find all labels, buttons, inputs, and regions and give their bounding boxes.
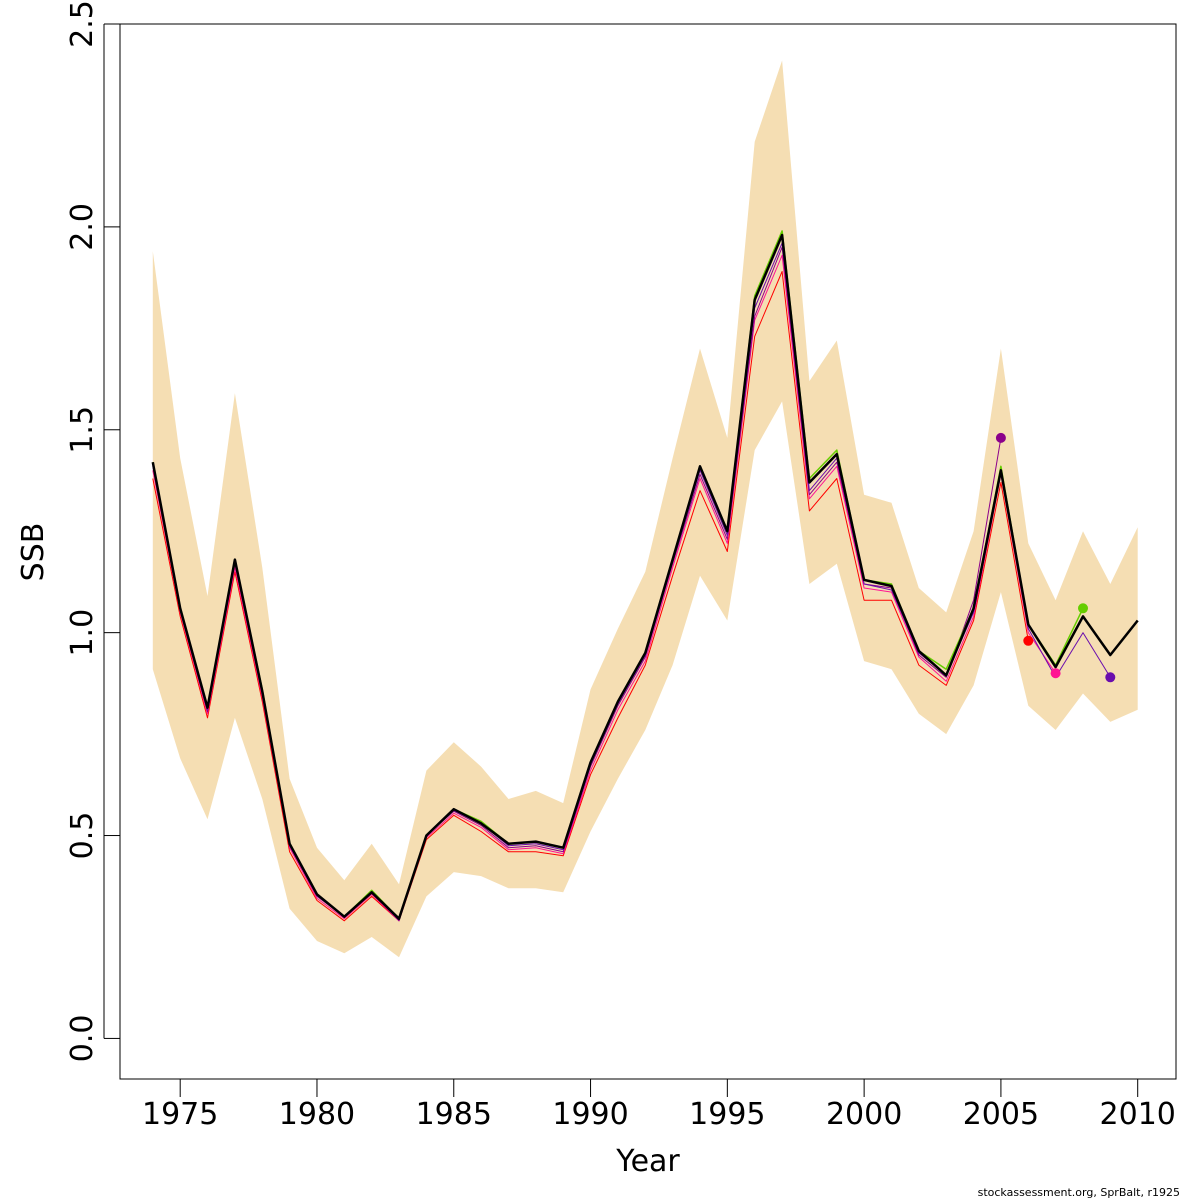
confidence-band <box>152 60 1138 958</box>
x-tick-label: 2000 <box>826 1097 902 1132</box>
x-tick-label: 2010 <box>1100 1097 1176 1132</box>
y-tick-label: 1.0 <box>65 609 100 657</box>
end-points-layer <box>995 432 1116 683</box>
footer-note: stockassessment.org, SprBalt, r1925 <box>978 1186 1180 1199</box>
y-tick-label: 0.5 <box>65 812 100 860</box>
x-axis-title: Year <box>615 1144 680 1179</box>
y-tick-label: 0.0 <box>65 1015 100 1063</box>
x-tick-label: 2005 <box>963 1097 1039 1132</box>
y-axis: 0.0 0.5 1.0 1.5 2.0 2.5 <box>65 0 120 1062</box>
confidence-band-layer <box>152 60 1138 958</box>
x-tick-label: 1985 <box>416 1097 492 1132</box>
y-axis-title: SSB <box>16 523 51 582</box>
y-tick-label: 2.5 <box>65 0 100 48</box>
x-tick-label: 1980 <box>279 1097 355 1132</box>
x-tick-label: 1975 <box>142 1097 218 1132</box>
x-tick-label: 1990 <box>552 1097 628 1132</box>
series-line-0 <box>152 271 1029 922</box>
y-tick-label: 1.5 <box>65 406 100 454</box>
series-end-point-0 <box>1023 635 1034 646</box>
series-end-point-2 <box>995 432 1006 443</box>
series-layer <box>151 230 1139 922</box>
series-end-point-3 <box>1078 603 1088 614</box>
x-tick-label: 1995 <box>689 1097 765 1132</box>
series-line-5 <box>151 233 1139 920</box>
y-tick-label: 2.0 <box>65 203 100 251</box>
series-end-point-4 <box>1105 672 1116 683</box>
x-axis: 1975 1980 1985 1990 1995 2000 2005 2010 <box>142 1078 1176 1132</box>
series-end-point-1 <box>1050 668 1061 679</box>
series-line-1 <box>152 254 1057 922</box>
